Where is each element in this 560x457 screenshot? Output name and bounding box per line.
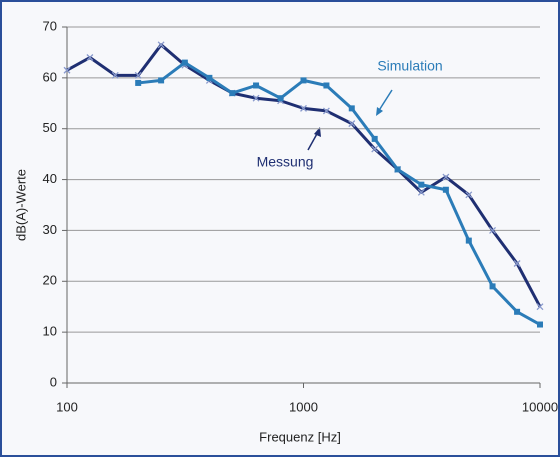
- marker: [348, 105, 355, 112]
- marker: [489, 283, 496, 290]
- y-tick-label: 70: [43, 18, 57, 33]
- y-tick-label: 20: [43, 273, 57, 288]
- marker: [394, 166, 401, 173]
- series-line: [138, 61, 541, 326]
- marker: [418, 181, 425, 188]
- y-tick-label: 30: [43, 222, 57, 237]
- y-axis-label: dB(A)-Werte: [13, 169, 28, 241]
- marker: [417, 188, 425, 196]
- x-tick-label: 10000: [522, 399, 558, 414]
- marker: [465, 191, 473, 199]
- marker: [371, 135, 378, 142]
- y-tick-label: 50: [43, 120, 57, 135]
- arrow-head: [314, 127, 321, 137]
- marker: [442, 186, 449, 193]
- marker: [322, 107, 330, 115]
- y-tick-label: 10: [43, 324, 57, 339]
- arrow-head: [376, 107, 383, 116]
- marker: [63, 66, 71, 74]
- x-tick-label: 100: [56, 399, 78, 414]
- marker: [536, 303, 544, 311]
- marker: [277, 95, 284, 102]
- marker: [253, 82, 260, 89]
- marker: [537, 321, 543, 328]
- marker: [371, 145, 379, 153]
- marker: [252, 94, 260, 102]
- annotation: Messung: [257, 154, 314, 170]
- marker: [134, 71, 142, 79]
- marker: [229, 90, 236, 97]
- marker: [300, 104, 307, 112]
- annotation: Simulation: [377, 58, 442, 74]
- marker: [157, 41, 165, 49]
- marker: [513, 260, 521, 267]
- marker: [158, 77, 165, 84]
- annotation-arrow: [377, 89, 393, 113]
- y-tick-label: 40: [43, 171, 57, 186]
- marker: [181, 59, 188, 66]
- marker: [300, 77, 307, 84]
- marker: [323, 82, 330, 89]
- marker: [514, 308, 521, 315]
- y-tick-label: 0: [50, 374, 57, 389]
- marker: [135, 79, 142, 86]
- marker: [86, 54, 94, 61]
- y-tick-label: 60: [43, 69, 57, 84]
- marker: [348, 120, 356, 128]
- marker: [442, 173, 450, 181]
- marker: [111, 71, 119, 79]
- x-axis-label: Frequenz [Hz]: [259, 429, 341, 444]
- marker: [489, 226, 497, 234]
- marker: [206, 74, 213, 81]
- x-tick-label: 1000: [289, 399, 318, 414]
- marker: [465, 237, 472, 244]
